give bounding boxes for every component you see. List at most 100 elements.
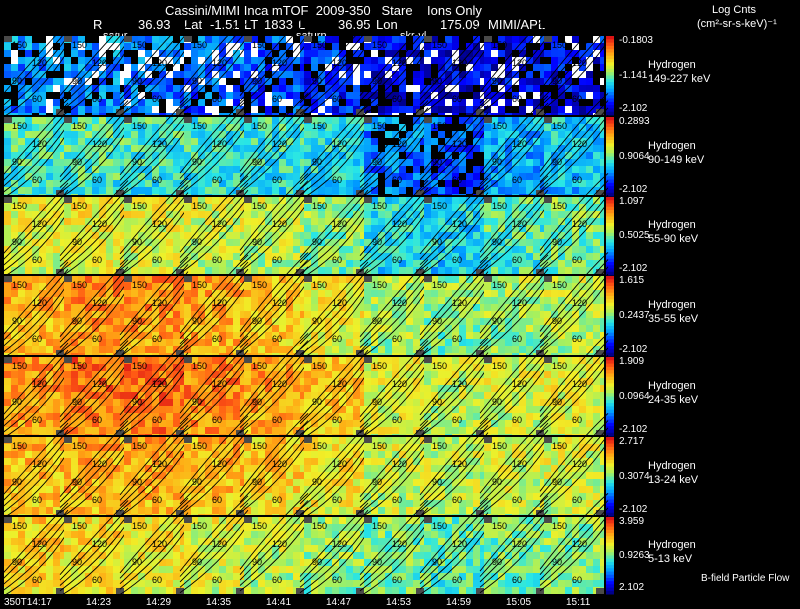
contour-line (0, 268, 69, 345)
pixel (120, 145, 124, 152)
pixel (11, 267, 18, 274)
pixel (332, 78, 339, 85)
pixel (311, 36, 318, 43)
pixel (505, 283, 512, 290)
pixel (311, 57, 318, 64)
pixel (279, 218, 286, 225)
pixel (512, 246, 519, 253)
pixel (166, 106, 173, 113)
pixel (505, 145, 512, 152)
colorbar-step (606, 62, 614, 67)
pixel (32, 283, 39, 290)
pixel (480, 131, 484, 138)
pixel (360, 159, 364, 166)
pixel (124, 138, 131, 145)
pixel (180, 71, 184, 78)
pixel (558, 246, 565, 253)
pixel (78, 332, 85, 339)
pixel (71, 36, 78, 43)
pixel (371, 232, 378, 239)
pixel (586, 339, 593, 346)
pixel (332, 36, 339, 43)
pixel (226, 180, 233, 187)
pixel (325, 353, 332, 356)
pixel (505, 353, 512, 356)
contour-lines (59, 19, 129, 118)
pixel (311, 225, 318, 232)
pixel (378, 166, 385, 173)
pixel (519, 71, 526, 78)
pixel (318, 106, 325, 113)
pixel (258, 218, 265, 225)
contour-line (59, 19, 129, 96)
pixel (533, 131, 540, 138)
pixel (558, 290, 565, 297)
contour-label: 60 (332, 94, 342, 104)
pixel (191, 64, 198, 71)
pixel (600, 260, 604, 267)
pixel (78, 283, 85, 290)
pixel (424, 180, 431, 187)
pixel (226, 260, 233, 267)
pixel (293, 346, 300, 353)
pixel (438, 304, 445, 311)
pixel (364, 43, 371, 50)
pixel (438, 318, 445, 325)
contour-line (59, 114, 129, 188)
pixel (11, 117, 18, 124)
pixel (392, 78, 399, 85)
pixel (78, 276, 85, 283)
pixel (311, 113, 318, 115)
pixel (360, 145, 364, 152)
contour-label: 150 (132, 121, 147, 131)
pixel (293, 304, 300, 311)
pixel (180, 99, 184, 106)
pixel (106, 180, 113, 187)
pixel (46, 304, 53, 311)
pixel (346, 36, 353, 43)
contour-label: 120 (212, 139, 227, 149)
contour-label: 120 (332, 139, 347, 149)
pixel (399, 85, 406, 92)
pixel (265, 50, 272, 57)
pixel (593, 311, 600, 318)
pixel (311, 131, 318, 138)
pixel (424, 50, 431, 57)
pixel (505, 138, 512, 145)
mask-block (596, 350, 604, 356)
pixel (533, 78, 540, 85)
colorbar-step (606, 98, 614, 103)
pixel (406, 159, 413, 166)
pixel (420, 239, 424, 246)
pixel (385, 332, 392, 339)
pixel (579, 152, 586, 159)
pixel (498, 239, 505, 246)
pixel (124, 180, 131, 187)
contour-line (539, 100, 609, 177)
pixel (159, 246, 166, 253)
pixel (191, 339, 198, 346)
pixel (120, 36, 124, 43)
colorbar-step (606, 223, 614, 227)
pixel (300, 78, 304, 85)
pixel (124, 339, 131, 346)
pixel (466, 267, 473, 274)
pixel (131, 138, 138, 145)
pixel (286, 267, 293, 274)
pixel (600, 325, 604, 332)
pixel (11, 297, 18, 304)
pixel (420, 283, 424, 290)
pixel (25, 113, 32, 115)
pixel (85, 71, 92, 78)
contour-line (539, 121, 609, 194)
pixel (198, 92, 205, 99)
pixel (533, 159, 540, 166)
pixel (565, 318, 572, 325)
pixel (572, 246, 579, 253)
pixel (445, 276, 452, 283)
pixel (593, 99, 600, 106)
pixel (526, 311, 533, 318)
pixel (519, 173, 526, 180)
pixel (39, 346, 46, 353)
